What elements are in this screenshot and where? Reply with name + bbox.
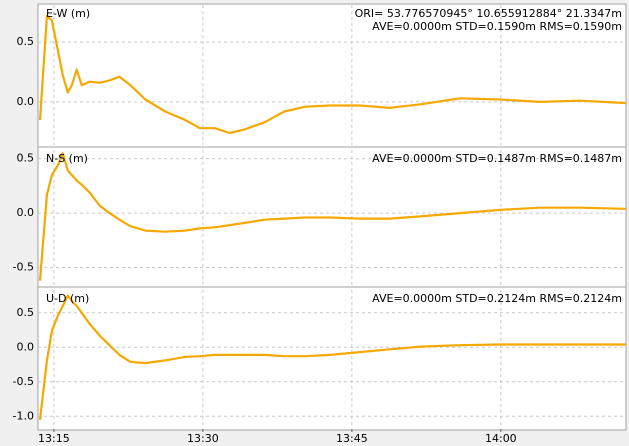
series-line <box>38 152 627 281</box>
y-tick-label: 0.0 <box>17 95 35 108</box>
y-tick-label: -0.5 <box>13 261 34 274</box>
x-tick-label: 13:30 <box>187 432 219 445</box>
series-line <box>38 294 626 420</box>
y-tick-label: 0.5 <box>17 152 35 165</box>
stats-annotation: ORI= 53.776570945° 10.655912884° 21.3347… <box>355 7 622 20</box>
stats-annotation: AVE=0.0000m STD=0.2124m RMS=0.2124m <box>372 292 622 305</box>
x-tick-label: 14:00 <box>485 432 517 445</box>
series-line <box>38 14 627 135</box>
stats-annotation: AVE=0.0000m STD=0.1487m RMS=0.1487m <box>372 152 622 165</box>
panel-title: U-D (m) <box>46 292 89 305</box>
panel-title: E-W (m) <box>46 7 90 20</box>
stats-annotation: AVE=0.0000m STD=0.1590m RMS=0.1590m <box>372 20 622 33</box>
y-tick-label: -0.5 <box>13 375 34 388</box>
y-tick-label: 0.5 <box>17 306 35 319</box>
y-tick-label: 0.5 <box>17 35 35 48</box>
y-tick-label: -1.0 <box>13 409 34 422</box>
x-tick-label: 13:15 <box>38 432 70 445</box>
panel-title: N-S (m) <box>46 152 88 165</box>
x-tick-label: 13:45 <box>336 432 368 445</box>
y-tick-label: 0.0 <box>17 206 35 219</box>
y-tick-label: 0.0 <box>17 340 35 353</box>
